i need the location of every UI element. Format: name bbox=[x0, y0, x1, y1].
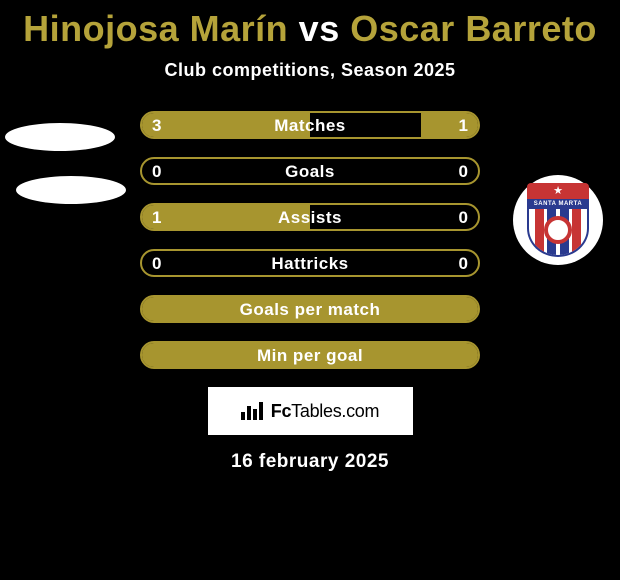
decorative-ellipse bbox=[5, 123, 115, 151]
stat-row-min-per-goal: Min per goal bbox=[140, 341, 480, 369]
player-right-name: Oscar Barreto bbox=[350, 8, 597, 49]
stat-label: Goals per match bbox=[142, 297, 478, 321]
stat-row-matches: 31Matches bbox=[140, 111, 480, 139]
page-title: Hinojosa Marín vs Oscar Barreto bbox=[0, 0, 620, 50]
brand-banner: FcTables.com bbox=[208, 387, 413, 435]
stat-label: Matches bbox=[142, 113, 478, 137]
vs-text: vs bbox=[299, 8, 340, 49]
comparison-bars: 31Matches 00Goals 10Assists 00Hattricks Goal… bbox=[140, 111, 480, 369]
star-icon: ★ bbox=[553, 186, 563, 197]
stat-row-goals-per-match: Goals per match bbox=[140, 295, 480, 323]
stat-label: Assists bbox=[142, 205, 478, 229]
subtitle: Club competitions, Season 2025 bbox=[0, 60, 620, 81]
stat-row-assists: 10Assists bbox=[140, 203, 480, 231]
stat-label: Hattricks bbox=[142, 251, 478, 275]
stat-row-goals: 00Goals bbox=[140, 157, 480, 185]
stat-label: Goals bbox=[142, 159, 478, 183]
badge-text: SANTA MARTA bbox=[527, 199, 589, 209]
date-text: 16 february 2025 bbox=[0, 451, 620, 473]
stat-row-hattricks: 00Hattricks bbox=[140, 249, 480, 277]
club-badge-right: ★ SANTA MARTA bbox=[513, 175, 603, 265]
stat-label: Min per goal bbox=[142, 343, 478, 367]
player-left-name: Hinojosa Marín bbox=[23, 8, 288, 49]
decorative-ellipse bbox=[16, 176, 126, 204]
bars-icon bbox=[241, 402, 265, 420]
brand-text: FcTables.com bbox=[271, 401, 379, 422]
badge-body bbox=[527, 209, 589, 257]
